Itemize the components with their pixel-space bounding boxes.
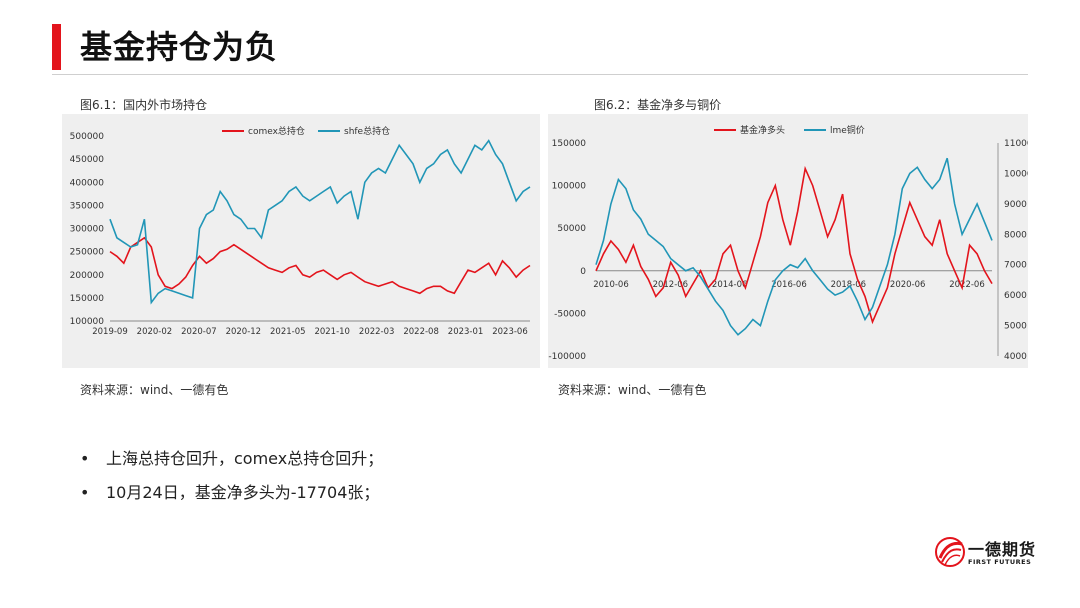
- y-tick-label: 450000: [70, 155, 105, 165]
- chart1-source: 资料来源：wind、一德有色: [80, 383, 229, 397]
- y-left-tick-label: 100000: [552, 182, 587, 192]
- y-tick-label: 300000: [70, 225, 105, 235]
- y-right-tick-label: 7000: [1004, 261, 1027, 271]
- bullet-item: • 10月24日，基金净多头为-17704张；: [80, 482, 383, 516]
- bullet-text: 上海总持仓回升，comex总持仓回升；: [106, 449, 384, 468]
- chart2-source: 资料来源：wind、一德有色: [558, 383, 707, 397]
- title-accent-bar: [52, 24, 61, 70]
- y-left-tick-label: -100000: [548, 352, 586, 362]
- logo-icon: [935, 537, 965, 567]
- y-tick-label: 500000: [70, 132, 105, 142]
- y-right-tick-label: 10000: [1004, 169, 1028, 179]
- x-tick-label: 2023-01: [448, 327, 484, 337]
- chart2-svg: 150000 100000 50000 0 -50000 -100000 11000 1000…: [548, 124, 1028, 362]
- y-right-tick-label: 5000: [1004, 322, 1027, 332]
- x-tick-label: 2022-03: [359, 327, 395, 337]
- x-tick-label: 2021-05: [270, 327, 306, 337]
- y-left-tick-label: 50000: [557, 224, 586, 234]
- series-line-net-long: [595, 165, 993, 325]
- bullet-text: 10月24日，基金净多头为-17704张；: [106, 483, 380, 502]
- chart2-caption: 图6.2：基金净多与铜价: [594, 98, 722, 112]
- logo-name: 一德期货: [968, 540, 1037, 559]
- legend-label: comex总持仓: [248, 125, 305, 137]
- y-right-tick-label: 6000: [1004, 291, 1027, 301]
- x-tick-label: 2016-06: [771, 280, 807, 290]
- x-tick-label: 2020-07: [181, 327, 217, 337]
- y-left-tick-label: 150000: [552, 139, 587, 149]
- x-tick-label: 2010-06: [593, 280, 629, 290]
- y-right-tick-label: 9000: [1004, 200, 1027, 210]
- series-line-shfe: [109, 139, 531, 305]
- page-title: 基金持仓为负: [80, 28, 279, 66]
- bullet-dot: •: [80, 483, 90, 502]
- x-tick-label: 2012-06: [653, 280, 689, 290]
- x-tick-label: 2022-06: [949, 280, 985, 290]
- x-tick-label: 2018-06: [831, 280, 867, 290]
- series-line-lme-copper: [595, 157, 993, 336]
- y-right-tick-label: 11000: [1004, 139, 1028, 149]
- chart1-caption: 图6.1：国内外市场持仓: [80, 98, 208, 112]
- chart1-panel: 500000 450000 400000 350000 300000 250000 2000…: [62, 114, 540, 368]
- x-tick-label: 2019-09: [92, 327, 128, 337]
- x-tick-label: 2022-08: [403, 327, 439, 337]
- bullet-dot: •: [80, 449, 90, 468]
- x-tick-label: 2023-06: [492, 327, 528, 337]
- bullet-list: • 上海总持仓回升，comex总持仓回升； • 10月24日，基金净多头为-17…: [80, 448, 383, 516]
- y-left-tick-label: -50000: [554, 309, 586, 319]
- y-left-tick-label: 0: [580, 267, 586, 277]
- x-tick-label: 2020-02: [137, 327, 173, 337]
- logo-english: FIRST FUTURES: [968, 558, 1032, 566]
- y-right-tick-label: 8000: [1004, 230, 1027, 240]
- chart2-panel: 150000 100000 50000 0 -50000 -100000 11000 1000…: [548, 114, 1028, 368]
- chart1-svg: 500000 450000 400000 350000 300000 250000 2000…: [70, 125, 531, 337]
- bullet-item: • 上海总持仓回升，comex总持仓回升；: [80, 448, 383, 482]
- x-tick-label: 2021-10: [314, 327, 350, 337]
- x-tick-label: 2014-06: [712, 280, 748, 290]
- title-divider: [52, 74, 1028, 75]
- legend-label: lme铜价: [830, 124, 865, 136]
- series-line-comex: [109, 236, 531, 295]
- y-tick-label: 250000: [70, 248, 105, 258]
- y-tick-label: 150000: [70, 294, 105, 304]
- legend-label: shfe总持仓: [344, 125, 390, 137]
- company-logo: 一德期货 FIRST FUTURES: [934, 530, 1044, 574]
- x-tick-label: 2020-12: [226, 327, 262, 337]
- y-tick-label: 100000: [70, 317, 105, 327]
- y-tick-label: 350000: [70, 201, 105, 211]
- y-tick-label: 400000: [70, 178, 105, 188]
- x-tick-label: 2020-06: [890, 280, 926, 290]
- legend-label: 基金净多头: [740, 124, 785, 136]
- y-right-tick-label: 4000: [1004, 352, 1027, 362]
- y-tick-label: 200000: [70, 271, 105, 281]
